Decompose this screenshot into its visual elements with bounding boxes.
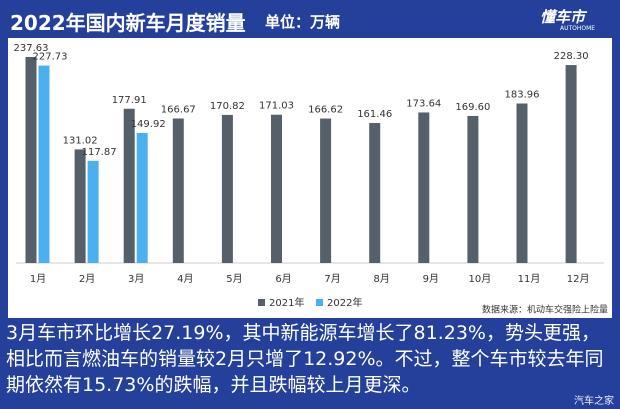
value-label: 161.46 <box>357 109 392 120</box>
bar <box>25 56 37 263</box>
value-label: 227.73 <box>33 52 68 63</box>
bar <box>87 160 99 263</box>
x-tick-label: 10月 <box>469 273 492 285</box>
bar <box>369 123 381 263</box>
value-label: 170.82 <box>210 101 245 112</box>
legend-swatch <box>258 299 265 306</box>
value-label: 169.60 <box>455 102 490 113</box>
x-tick-label: 2月 <box>79 273 95 285</box>
bar <box>418 112 430 263</box>
logo: 懂车市 <box>540 8 586 26</box>
x-tick-label: 7月 <box>324 273 340 285</box>
legend-label: 2021年 <box>269 296 304 309</box>
value-label: 166.62 <box>308 105 343 116</box>
x-tick-label: 9月 <box>423 273 439 285</box>
bar <box>38 65 50 263</box>
value-label: 183.96 <box>505 90 540 101</box>
value-label: 166.67 <box>161 104 196 115</box>
x-tick-label: 3月 <box>128 273 144 285</box>
bar <box>172 118 184 264</box>
x-tick-label: 1月 <box>30 273 46 285</box>
x-tick-label: 12月 <box>567 273 590 285</box>
bar <box>136 133 148 263</box>
chart-bg <box>8 38 612 318</box>
caption: 3月车市环比增长27.19%，其中新能源车增长了81.23%，势头更强，相比而言… <box>6 322 604 396</box>
title: 2022年国内新车月度销量 <box>10 11 246 35</box>
x-tick-label: 4月 <box>177 273 193 285</box>
value-label: 173.64 <box>406 98 441 109</box>
x-tick-label: 8月 <box>374 273 390 285</box>
value-label: 177.91 <box>112 95 147 106</box>
bar <box>467 115 479 263</box>
value-label: 117.87 <box>82 147 117 158</box>
legend-label: 2022年 <box>327 296 362 309</box>
unit: 单位：万辆 <box>265 13 341 31</box>
logo-sub: AUTOHOME <box>560 25 596 32</box>
bar <box>123 108 135 263</box>
value-label: 171.03 <box>259 101 294 112</box>
bar <box>221 114 233 263</box>
bar <box>516 103 528 263</box>
value-label: 228.30 <box>554 51 589 62</box>
x-tick-label: 6月 <box>275 273 291 285</box>
watermark: 汽车之家 <box>574 396 614 407</box>
header: 2022年国内新车月度销量 单位：万辆 懂车市 AUTOHOME <box>0 0 620 38</box>
bar <box>565 65 577 263</box>
value-label: 131.02 <box>63 135 98 146</box>
x-tick-label: 5月 <box>226 273 242 285</box>
bar <box>271 114 282 264</box>
legend-swatch <box>316 299 323 306</box>
value-label: 149.92 <box>131 119 166 130</box>
bar <box>74 149 86 263</box>
source: 数据来源：机动车交强险上险量 <box>482 304 608 316</box>
value-label: 237.63 <box>14 43 49 54</box>
x-tick-label: 11月 <box>518 273 541 285</box>
bar <box>320 118 332 263</box>
